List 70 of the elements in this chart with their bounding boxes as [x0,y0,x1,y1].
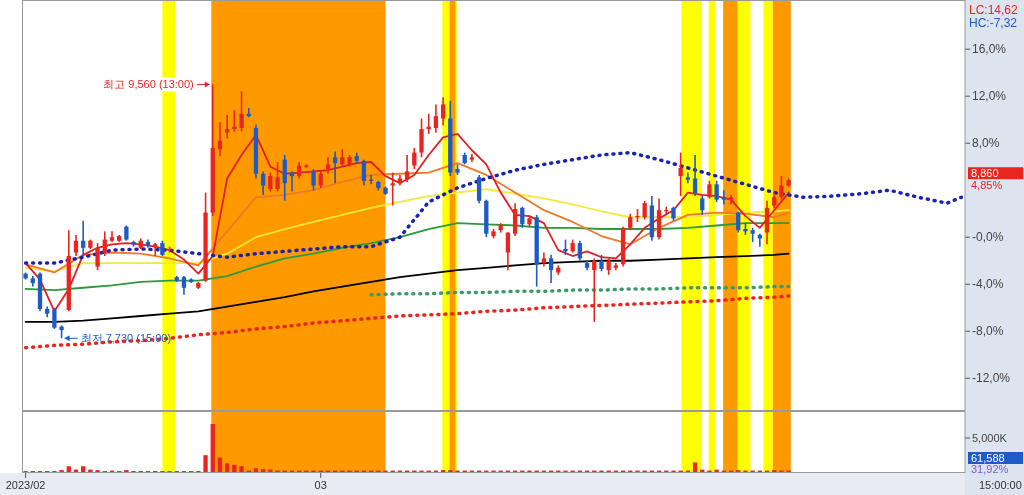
candlestick [268,171,273,193]
candlestick [476,174,482,204]
bar [692,462,698,472]
candlestick [332,150,338,184]
candlestick [412,147,417,170]
candlestick [404,154,410,183]
y-tick-label: -0,0% [972,230,1004,245]
text: 15:00:00 [979,479,1022,491]
candlestick [73,234,79,257]
line-series [23,150,964,265]
candlestick [95,242,100,271]
text: 8,860 [971,167,999,180]
candlestick [700,194,705,216]
candlestick [642,200,647,221]
candlestick [325,156,331,175]
bar [260,469,266,472]
candlestick [232,109,237,133]
candlestick [102,230,107,257]
candlestick [714,180,719,203]
candlestick [260,170,266,196]
candlestick [721,189,727,206]
candlestick [419,117,424,159]
candlestick [81,219,86,256]
bar [232,464,237,472]
bar [88,469,93,472]
bar [203,455,208,472]
y-tick-label: 8,0% [972,136,1000,151]
text: 61,588 [971,452,1005,464]
candlestick [311,168,316,192]
y-tick-label: -8,0% [972,324,1004,339]
y-tick-label: 12,0% [972,89,1007,104]
y-tick-label: 16,0% [972,42,1007,57]
bar [714,469,719,472]
bar [66,466,71,472]
candlestick [440,96,446,127]
candlestick [577,239,583,262]
text: HC:-7,32 [969,16,1018,30]
text: LC:14,62 [969,3,1019,17]
bar [210,424,215,472]
line-series [369,284,791,297]
y-tick-label: -12,0% [972,371,1011,386]
candlestick [505,231,511,271]
bar [217,457,223,472]
bar [81,466,86,472]
text: 31,92% [971,463,1009,475]
candlestick [433,103,439,134]
candlestick [390,171,395,207]
candlestick [779,175,784,201]
y-tick-label: -4,0% [972,277,1004,292]
candlestick [282,154,287,202]
x-tick-label: 2023/02 [5,479,46,491]
annotation: 최고 9,560 (13:00) [103,78,194,91]
candlestick [225,114,230,140]
bar [253,468,259,472]
candlestick [275,161,280,193]
candlestick [692,154,698,197]
candlestick [239,90,244,133]
candlestick [181,275,187,296]
candlestick [361,158,367,187]
bar [268,469,273,472]
candlestick [548,254,554,284]
candlestick [153,242,158,257]
x-tick-label: 03 [314,479,327,491]
text: 5,000K [972,432,1008,444]
candlestick [52,306,57,330]
bar [239,466,244,472]
text: 4,85% [971,179,1003,192]
bar [225,463,230,472]
candlestick [520,205,525,229]
line-series [24,188,790,273]
